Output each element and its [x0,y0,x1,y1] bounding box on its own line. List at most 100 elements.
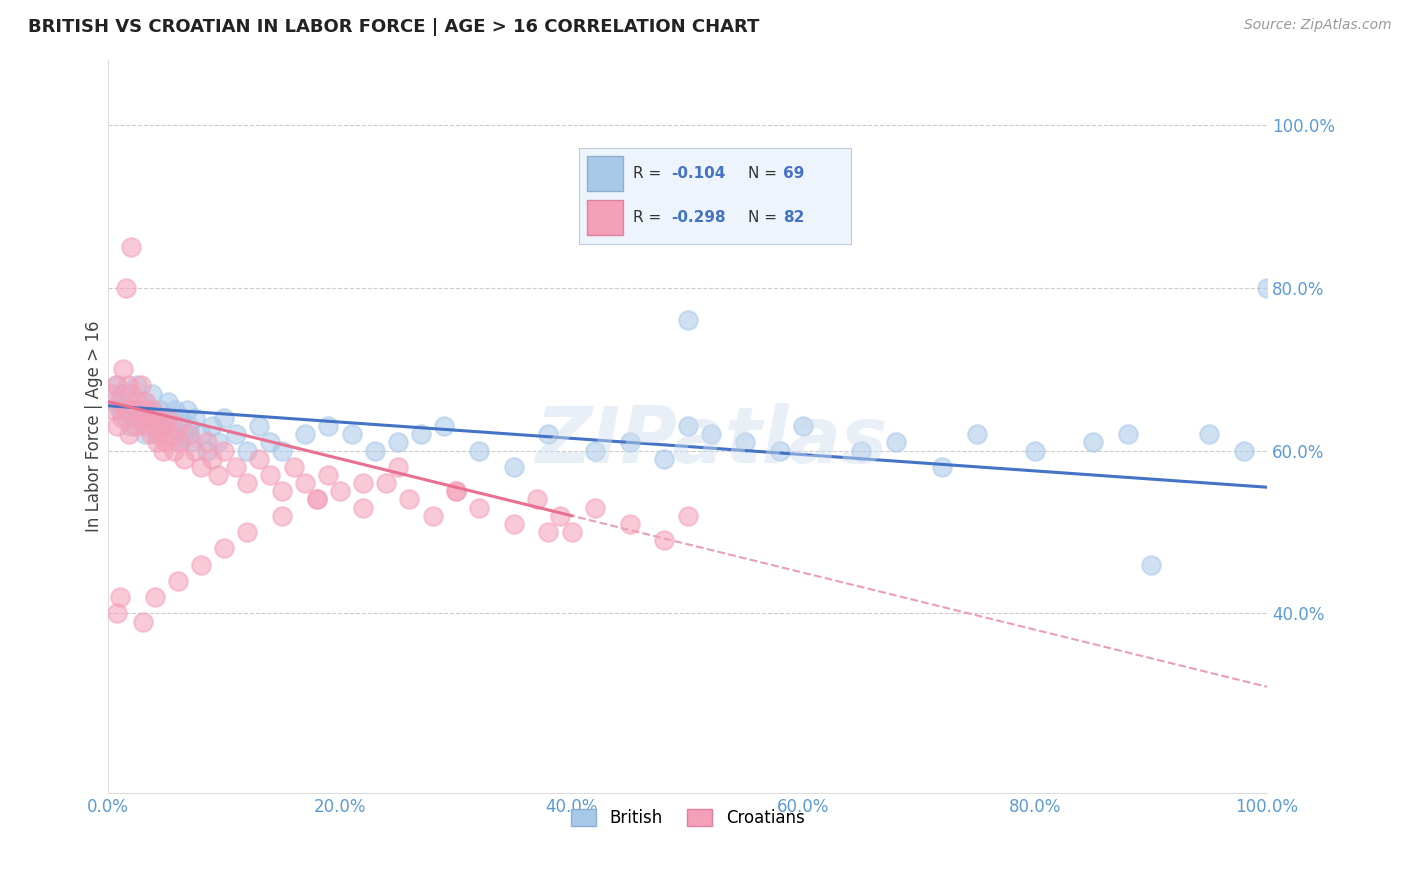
Point [107,419,129,434]
Point [179,419,201,434]
Point [135,394,157,409]
Point [283,459,305,474]
Point [329,484,352,499]
Point [207,468,229,483]
Point [352,476,374,491]
Point [699,427,721,442]
Text: N =: N = [748,210,782,225]
Legend: British, Croatians: British, Croatians [562,801,813,836]
Point [143,411,166,425]
Point [236,524,259,539]
Point [444,484,467,499]
Point [247,451,270,466]
Point [173,427,195,442]
Point [103,402,125,417]
Point [352,500,374,515]
Point [190,459,212,474]
Text: R =: R = [633,166,666,181]
Point [132,394,155,409]
Point [134,419,156,434]
Point [138,411,160,425]
Point [654,451,676,466]
Point [153,419,176,434]
Point [129,411,152,425]
Point [294,476,316,491]
Point [654,533,676,548]
Point [108,394,131,409]
Point [398,492,420,507]
Point [166,574,188,588]
Point [305,492,328,507]
Text: R =: R = [633,210,666,225]
Point [537,427,560,442]
Point [318,468,340,483]
Point [160,419,183,434]
Point [169,435,191,450]
Point [195,435,218,450]
Point [468,500,491,515]
Point [561,524,583,539]
Point [236,476,259,491]
Point [111,386,134,401]
Point [108,590,131,604]
Point [160,427,183,442]
Point [155,411,177,425]
Point [190,558,212,572]
Point [111,411,134,425]
Point [1256,280,1278,294]
Point [212,541,235,556]
Text: -0.104: -0.104 [672,166,725,181]
Text: Source: ZipAtlas.com: Source: ZipAtlas.com [1244,18,1392,32]
Point [114,402,136,417]
Point [107,607,129,621]
Point [179,427,201,442]
Point [1116,427,1139,442]
Point [169,411,191,425]
Text: BRITISH VS CROATIAN IN LABOR FORCE | AGE > 16 CORRELATION CHART: BRITISH VS CROATIAN IN LABOR FORCE | AGE… [28,18,759,36]
Point [387,459,409,474]
Point [166,435,188,450]
Point [548,508,571,523]
Point [294,427,316,442]
Point [127,394,149,409]
Point [141,402,163,417]
Point [153,419,176,434]
Point [676,313,699,327]
Point [155,435,177,450]
Point [318,419,340,434]
Point [128,411,150,425]
Point [118,394,141,409]
Point [122,402,145,417]
Point [146,411,169,425]
Point [138,402,160,417]
Point [676,419,699,434]
Point [184,443,207,458]
Point [100,386,122,401]
Text: N =: N = [748,166,782,181]
Point [931,459,953,474]
Point [107,378,129,392]
Point [166,419,188,434]
Point [134,427,156,442]
Point [176,402,198,417]
Point [271,484,294,499]
Point [163,443,186,458]
Point [422,508,444,523]
Point [108,402,131,417]
Text: ZIPatlas: ZIPatlas [534,403,887,479]
Point [676,508,699,523]
Point [157,411,180,425]
Point [165,402,187,417]
Point [120,386,142,401]
Point [105,378,128,392]
Point [129,378,152,392]
Point [124,419,146,434]
Point [340,427,363,442]
Point [122,402,145,417]
Point [734,435,756,450]
Point [120,419,142,434]
Point [143,590,166,604]
Text: -0.298: -0.298 [672,210,725,225]
Point [207,435,229,450]
Point [537,524,560,539]
